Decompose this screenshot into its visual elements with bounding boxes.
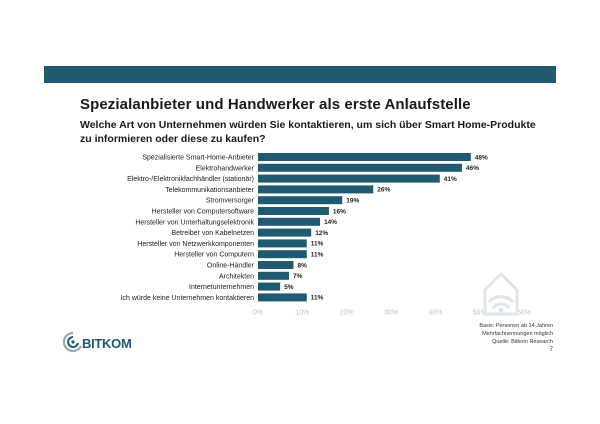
bar [258,228,312,237]
category-label: Betreiber von Kabelnetzen [172,230,255,237]
bar [258,196,343,205]
bar [258,217,321,226]
bar [258,271,290,280]
value-label: 48% [475,154,488,161]
value-label: 8% [297,262,307,269]
bar [258,163,462,172]
bar [258,174,440,183]
slide-title: Spezialanbieter und Handwerker als erste… [80,96,471,113]
category-label: Hersteller von Computersoftware [152,209,254,216]
page-number: 7 [549,347,553,353]
bar [258,239,307,248]
footnote-base: Basis: Personen ab 14 Jahren [479,323,553,329]
value-label: 11% [311,252,324,259]
x-tick-label: 40% [428,309,442,316]
value-label: 46% [466,165,479,172]
footnote-source: Quelle: Bitkom Research [492,339,553,346]
bar [258,207,329,215]
x-tick-label: 50% [473,309,487,316]
value-label: 41% [444,176,457,183]
category-label: Ich würde keine Unternehmen kontaktieren [121,295,255,302]
value-label: 16% [333,208,346,215]
category-label: Elektro-/Elektronikfachhändler (stationä… [127,176,254,183]
value-label: 19% [346,198,359,205]
x-tick-label: 30% [384,309,398,316]
bar [258,250,307,259]
bar [258,293,307,302]
category-label: Architekten [219,273,254,280]
bar [258,282,281,291]
bitkom-logo: BITKOM [62,331,132,353]
bar [258,261,294,269]
bar [258,185,374,194]
x-tick-label: 60% [517,309,531,316]
category-label: Online-Händler [207,263,255,270]
value-label: 12% [315,230,328,237]
bitkom-logo-icon [62,331,82,353]
category-label: Hersteller von Unterhaltungselektronik [135,219,254,226]
header-band [44,66,556,83]
smart-home-watermark-icon [483,271,519,316]
footnote: Basis: Personen ab 14 Jahren Mehrfachnen… [479,322,553,347]
value-label: 14% [324,219,337,226]
category-label: Hersteller von Netzwerkkomponenten [137,241,254,248]
bar [258,153,471,161]
category-label: Internetunternehmen [189,284,254,291]
footnote-multiple-answers: Mehrfachnennungen möglich [482,331,553,338]
category-label: Elektrohandwerker [196,165,255,172]
value-label: 11% [311,241,324,248]
survey-question: Welche Art von Unternehmen würden Sie ko… [80,119,536,145]
x-tick-label: 20% [340,309,354,316]
bitkom-logo-text: BITKOM [82,336,131,351]
category-label: Stromversorger [206,198,255,205]
x-tick-label: 10% [295,309,309,316]
category-label: Telekommunikationsanbieter [165,187,254,194]
value-label: 11% [311,295,324,302]
category-label: Hersteller von Computern [174,252,254,259]
value-label: 26% [377,187,390,194]
value-label: 7% [293,273,303,280]
category-label: Spezialisierte Smart-Home-Anbieter [142,155,254,162]
value-label: 5% [284,284,294,291]
x-tick-label: 0% [253,309,263,316]
